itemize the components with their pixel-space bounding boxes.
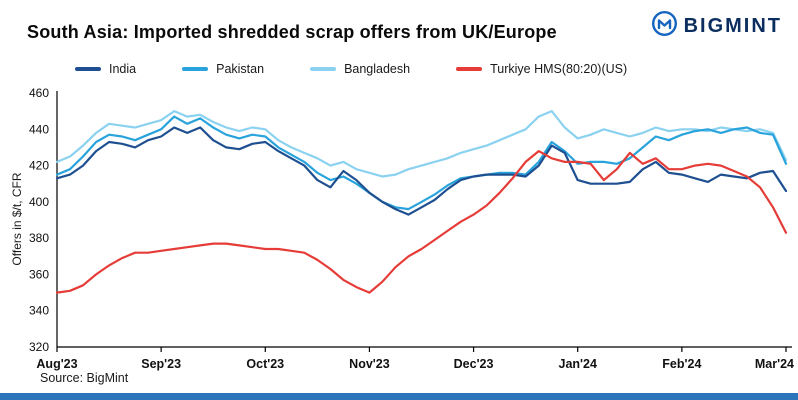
source-note: Source: BigMint (40, 371, 129, 385)
legend-marker (75, 67, 101, 71)
bigmint-logo-icon (651, 10, 678, 42)
x-tick-label: Aug'23 (36, 357, 77, 371)
x-tick-label: Dec'23 (454, 357, 494, 371)
x-tick-label: Feb'24 (662, 357, 701, 371)
legend-item-turkiye-hms-80-20-us: Turkiye HMS(80:20)(US) (456, 62, 627, 76)
brand-logo: BIGMINT (651, 10, 782, 42)
y-tick-label: 360 (29, 267, 49, 281)
line-chart-svg: 320 340 360 380 400 420 440 460 Aug'23 Sep'23 Oct'… (29, 86, 794, 371)
y-tick-label: 400 (29, 195, 49, 209)
page-title: South Asia: Imported shredded scrap offe… (27, 22, 557, 42)
y-tick-label: 340 (29, 304, 49, 318)
y-tick-label: 380 (29, 231, 49, 245)
series-line-bangladesh (55, 110, 788, 178)
legend-label: India (109, 62, 137, 76)
legend-marker (310, 67, 337, 71)
x-tick-label: Jan'24 (559, 357, 597, 371)
y-tick-label: 460 (29, 86, 49, 100)
legend-label: Bangladesh (344, 62, 411, 76)
footer-accent-bar (0, 393, 798, 400)
series-line-india (55, 126, 788, 216)
y-tick-label: 440 (29, 122, 49, 136)
series-line-turkiye-hms-80-20-us (55, 149, 788, 294)
chart-legend: India Pakistan Bangladesh Turkiye HMS(80:20… (75, 62, 627, 76)
legend-item-pakistan: Pakistan (182, 62, 264, 76)
x-tick-label: Oct'23 (246, 357, 284, 371)
x-tick-label: Mar'24 (755, 357, 794, 371)
legend-item-bangladesh: Bangladesh (310, 62, 410, 76)
series-line-pakistan (55, 115, 788, 211)
brand-logo-text: BIGMINT (683, 14, 782, 37)
legend-marker (182, 67, 209, 71)
legend-label: Pakistan (216, 62, 265, 76)
y-tick-label: 320 (29, 340, 49, 354)
y-tick-label: 420 (29, 159, 49, 173)
legend-marker (456, 67, 483, 71)
x-tick-label: Nov'23 (349, 357, 390, 371)
x-tick-label: Sep'23 (141, 357, 181, 371)
chart-plot-area: 320 340 360 380 400 420 440 460 Aug'23 Sep'23 Oct'… (0, 84, 798, 376)
legend-label: Turkiye HMS(80:20)(US) (490, 62, 628, 76)
legend-item-india: India (75, 62, 136, 76)
